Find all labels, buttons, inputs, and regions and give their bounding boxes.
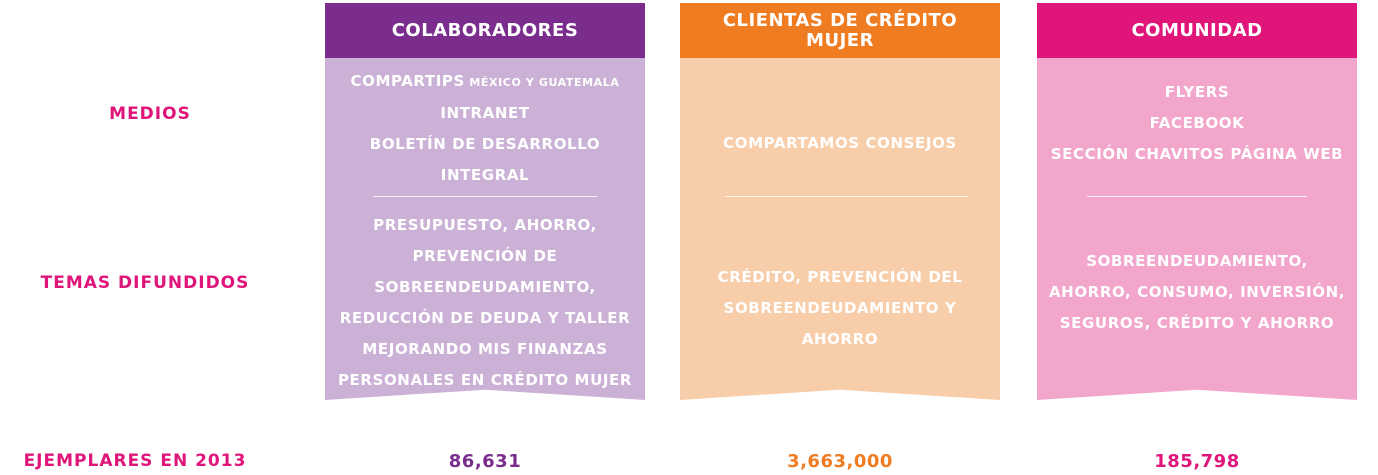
temas-line: MEJORANDO MIS FINANZAS xyxy=(362,340,608,358)
medios-item: FACEBOOK xyxy=(1149,114,1245,132)
section-divider xyxy=(373,196,597,197)
temas-line: SEGUROS, CRÉDITO Y AHORRO xyxy=(1059,314,1335,332)
column-clientas: CLIENTAS DE CRÉDITO MUJER COMPARTAMOS CO… xyxy=(680,3,1000,400)
count-comunidad: 185,798 xyxy=(1154,451,1240,472)
column-comunidad: COMUNIDAD FLYERS FACEBOOK SECCIÓN CHAVIT… xyxy=(1037,3,1357,400)
row-label-temas-difundidos: TEMAS DIFUNDIDOS xyxy=(40,273,250,293)
column-header: CLIENTAS DE CRÉDITO MUJER xyxy=(680,3,1000,58)
medios-item-main: COMPARTIPS xyxy=(350,72,465,90)
medios-item: INTEGRAL xyxy=(440,166,530,184)
count-colaboradores: 86,631 xyxy=(448,451,522,472)
row-label-ejemplares: EJEMPLARES EN 2013 xyxy=(23,451,247,471)
medios-item: COMPARTIPS MÉXICO Y GUATEMALA xyxy=(325,66,645,98)
temas-section: SOBREENDEUDAMIENTO, AHORRO, CONSUMO, INV… xyxy=(1037,246,1357,339)
temas-line: REDUCCIÓN DE DEUDA Y TALLER xyxy=(339,309,631,327)
medios-item: SECCIÓN CHAVITOS PÁGINA WEB xyxy=(1050,145,1344,163)
column-body: COMPARTIPS MÉXICO Y GUATEMALA INTRANET B… xyxy=(325,58,645,400)
column-body: COMPARTAMOS CONSEJOS CRÉDITO, PREVENCIÓN… xyxy=(680,58,1000,400)
medios-item: COMPARTAMOS CONSEJOS xyxy=(723,134,957,152)
temas-line: PERSONALES EN CRÉDITO MUJER xyxy=(337,371,633,389)
temas-line: AHORRO xyxy=(801,330,879,348)
medios-section: COMPARTIPS MÉXICO Y GUATEMALA INTRANET B… xyxy=(325,66,645,191)
column-header: COMUNIDAD xyxy=(1037,3,1357,58)
temas-line: SOBREENDEUDAMIENTO, xyxy=(1086,252,1308,270)
column-colaboradores: COLABORADORES COMPARTIPS MÉXICO Y GUATEM… xyxy=(325,3,645,400)
row-label-medios: MEDIOS xyxy=(109,104,191,124)
column-body: FLYERS FACEBOOK SECCIÓN CHAVITOS PÁGINA … xyxy=(1037,58,1357,400)
medios-section: COMPARTAMOS CONSEJOS xyxy=(680,128,1000,159)
medios-section: FLYERS FACEBOOK SECCIÓN CHAVITOS PÁGINA … xyxy=(1037,77,1357,170)
temas-section: PRESUPUESTO, AHORRO, PREVENCIÓN DE SOBRE… xyxy=(325,210,645,396)
medios-item: INTRANET xyxy=(440,104,530,122)
section-divider xyxy=(1087,196,1307,197)
temas-line: AHORRO, CONSUMO, INVERSIÓN, xyxy=(1048,283,1346,301)
count-clientas: 3,663,000 xyxy=(787,451,893,472)
temas-line: SOBREENDEUDAMIENTO, xyxy=(374,278,596,296)
medios-item: FLYERS xyxy=(1164,83,1230,101)
temas-line: PRESUPUESTO, AHORRO, xyxy=(373,216,597,234)
temas-line: CRÉDITO, PREVENCIÓN DEL xyxy=(717,268,963,286)
temas-section: CRÉDITO, PREVENCIÓN DEL SOBREENDEUDAMIEN… xyxy=(680,262,1000,355)
temas-line: SOBREENDEUDAMIENTO Y xyxy=(723,299,957,317)
section-divider xyxy=(725,196,968,197)
medios-item: BOLETÍN DE DESARROLLO xyxy=(369,135,601,153)
column-header: COLABORADORES xyxy=(325,3,645,58)
medios-item-small: MÉXICO Y GUATEMALA xyxy=(464,76,620,89)
temas-line: PREVENCIÓN DE xyxy=(412,247,558,265)
